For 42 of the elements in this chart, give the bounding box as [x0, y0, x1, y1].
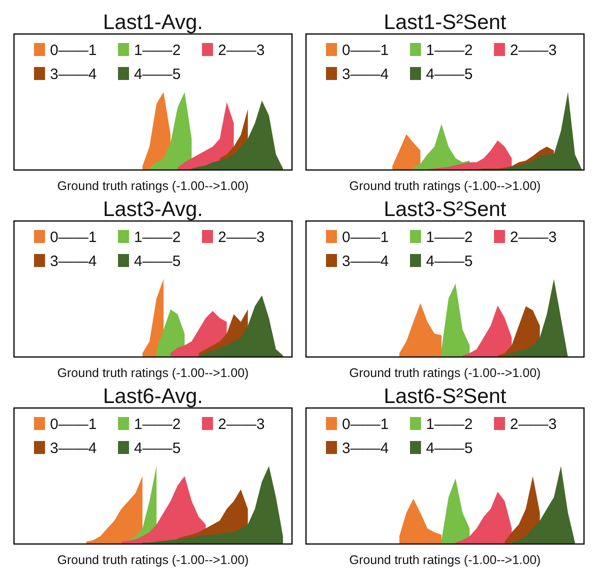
chart-title: Last1-S²Sent: [384, 11, 506, 34]
legend-label: 0——1: [50, 416, 97, 433]
legend-label: 0——1: [342, 42, 389, 59]
legend-label: 4——5: [134, 66, 181, 83]
x-axis-title: Ground truth ratings (-1.00-->1.00): [349, 553, 541, 567]
legend-label: 1——2: [134, 416, 181, 433]
x-axis-title: Ground truth ratings (-1.00-->1.00): [57, 553, 249, 567]
chart-title: Last6-Avg.: [102, 385, 204, 408]
x-axis-title: Ground truth ratings (-1.00-->1.00): [349, 179, 541, 193]
legend-label: 4——5: [134, 253, 181, 270]
legend-label: 3——4: [342, 253, 389, 270]
legend-label: 1——2: [426, 229, 473, 246]
legend-label: 2——3: [218, 229, 265, 246]
legend-label: 0——1: [342, 229, 389, 246]
legend-label: 2——3: [218, 42, 265, 59]
legend-label: 4——5: [426, 440, 473, 457]
legend-label: 0——1: [342, 416, 389, 433]
x-axis-title: Ground truth ratings (-1.00-->1.00): [57, 366, 249, 380]
legend-label: 2——3: [510, 229, 557, 246]
chart-title: Last6-S²Sent: [384, 385, 506, 408]
chart-title: Last3-Avg.: [102, 198, 204, 221]
legend-label: 1——2: [134, 42, 181, 59]
legend-label: 4——5: [134, 440, 181, 457]
legend-label: 3——4: [342, 440, 389, 457]
x-axis-title: Ground truth ratings (-1.00-->1.00): [57, 179, 249, 193]
legend-label: 0——1: [50, 229, 97, 246]
legend-label: 2——3: [510, 42, 557, 59]
legend-label: 0——1: [50, 42, 97, 59]
legend-label: 4——5: [426, 66, 473, 83]
legend-label: 3——4: [50, 440, 97, 457]
x-axis-title: Ground truth ratings (-1.00-->1.00): [349, 366, 541, 380]
legend-label: 2——3: [510, 416, 557, 433]
legend-label: 3——4: [50, 253, 97, 270]
legend-label: 1——2: [426, 42, 473, 59]
chart-title: Last3-S²Sent: [384, 198, 506, 221]
legend-label: 1——2: [426, 416, 473, 433]
chart-title: Last1-Avg.: [102, 11, 204, 34]
legend-label: 4——5: [426, 253, 473, 270]
legend-label: 1——2: [134, 229, 181, 246]
legend-label: 2——3: [218, 416, 265, 433]
legend-label: 3——4: [342, 66, 389, 83]
legend-label: 3——4: [50, 66, 97, 83]
